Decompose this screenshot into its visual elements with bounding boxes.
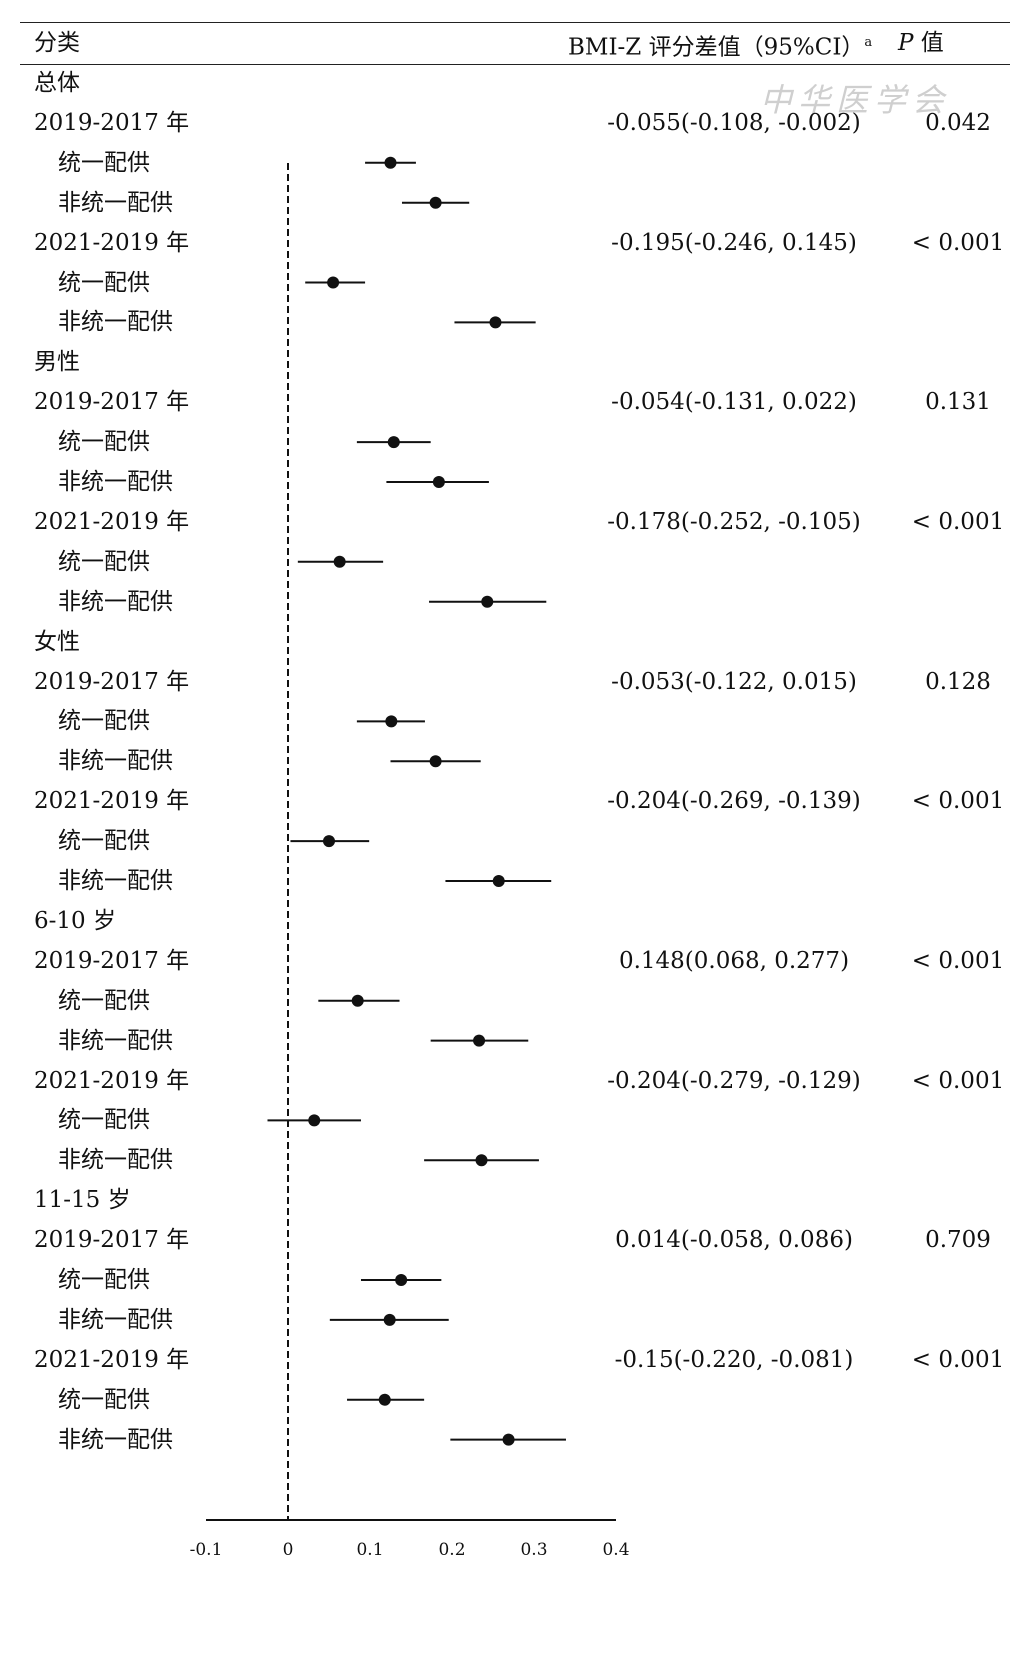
estimate-ci-text: -0.178(-0.252, -0.105): [607, 508, 861, 535]
point-estimate-marker: [327, 276, 340, 289]
period-label: 2021-2019 年: [34, 788, 190, 815]
p-value-text: 0.709: [925, 1227, 991, 1254]
p-value-text: 0.042: [925, 109, 991, 136]
subgroup-label: 非统一配供: [58, 469, 173, 495]
point-estimate-marker: [384, 156, 397, 169]
group-label: 女性: [34, 628, 80, 655]
subgroup-label: 统一配供: [58, 828, 150, 855]
point-estimate-marker: [489, 316, 502, 329]
subgroup-label: 统一配供: [58, 548, 150, 575]
header-estimate-superscript: a: [864, 35, 873, 50]
header-p-suffix: 值: [913, 30, 944, 56]
subgroup-label: 统一配供: [58, 1386, 150, 1413]
header-estimate: BMI-Z 评分差值（95%CI）a: [568, 29, 872, 62]
subgroup-label: 非统一配供: [58, 1027, 173, 1054]
group-label: 总体: [34, 70, 80, 96]
estimate-ci-text: -0.054(-0.131, 0.022): [611, 389, 857, 416]
period-label: 2019-2017 年: [34, 947, 190, 974]
subgroup-label: 非统一配供: [58, 309, 173, 336]
estimate-ci-text: -0.204(-0.269, -0.139): [607, 788, 861, 815]
period-label: 2019-2017 年: [34, 389, 190, 416]
p-value-text: 0.128: [925, 668, 991, 695]
subgroup-label: 统一配供: [58, 429, 150, 456]
point-estimate-marker: [383, 1313, 396, 1326]
point-estimate-marker: [475, 1154, 488, 1167]
subgroup-label: 统一配供: [58, 149, 150, 176]
subgroup-label: 非统一配供: [58, 868, 173, 894]
point-estimate-marker: [385, 715, 398, 728]
period-label: 2019-2017 年: [34, 109, 190, 136]
period-label: 2021-2019 年: [34, 508, 190, 535]
table-top-rule: [20, 22, 1010, 23]
header-estimate-text: BMI-Z 评分差值（95%CI）: [568, 34, 865, 61]
p-value-text: < 0.001: [911, 947, 1005, 974]
estimate-ci-text: -0.204(-0.279, -0.129): [607, 1067, 861, 1094]
watermark: 中华医学会: [760, 81, 951, 119]
point-estimate-marker: [351, 994, 364, 1007]
point-estimate-marker: [502, 1433, 515, 1446]
group-label: 6-10 岁: [34, 907, 116, 934]
point-estimate-marker: [378, 1393, 391, 1406]
subgroup-label: 统一配供: [58, 987, 150, 1014]
header-category: 分类: [34, 30, 80, 56]
estimate-ci-text: -0.053(-0.122, 0.015): [611, 668, 857, 695]
p-value-text: < 0.001: [911, 508, 1005, 535]
point-estimate-marker: [429, 196, 442, 209]
p-value-text: < 0.001: [911, 229, 1005, 256]
header-p-value: P 值: [898, 29, 944, 57]
point-estimate-marker: [473, 1034, 486, 1047]
period-label: 2021-2019 年: [34, 1067, 190, 1094]
group-label: 男性: [34, 349, 80, 376]
x-tick-label: 0.3: [520, 1540, 547, 1560]
p-value-text: < 0.001: [911, 1346, 1005, 1373]
period-label: 2019-2017 年: [34, 668, 190, 695]
estimate-ci-text: -0.195(-0.246, 0.145): [611, 229, 857, 256]
period-label: 2021-2019 年: [34, 1346, 190, 1373]
subgroup-label: 统一配供: [58, 1107, 150, 1134]
group-label: 11-15 岁: [34, 1187, 131, 1214]
header-bottom-rule: [20, 64, 1010, 65]
x-tick-label: 0: [283, 1540, 294, 1560]
x-tick-label: 0.1: [356, 1540, 383, 1560]
subgroup-label: 非统一配供: [58, 1306, 173, 1333]
p-value-text: < 0.001: [911, 1067, 1005, 1094]
x-tick-label: -0.1: [190, 1540, 223, 1560]
period-label: 2019-2017 年: [34, 1227, 190, 1254]
subgroup-label: 非统一配供: [58, 748, 173, 775]
estimate-ci-text: -0.15(-0.220, -0.081): [614, 1346, 854, 1373]
subgroup-label: 非统一配供: [58, 1147, 173, 1174]
subgroup-label: 统一配供: [58, 708, 150, 735]
x-tick-label: 0.4: [602, 1540, 629, 1560]
subgroup-label: 非统一配供: [58, 189, 173, 216]
point-estimate-marker: [429, 755, 442, 768]
point-estimate-marker: [492, 875, 505, 887]
period-label: 2021-2019 年: [34, 229, 190, 256]
point-estimate-marker: [333, 555, 346, 568]
x-tick-label: 0.2: [438, 1540, 465, 1560]
estimate-ci-text: 0.014(-0.058, 0.086): [615, 1227, 853, 1254]
point-estimate-marker: [481, 595, 494, 608]
point-estimate-marker: [395, 1274, 408, 1286]
point-estimate-marker: [387, 436, 400, 449]
estimate-ci-text: 0.148(0.068, 0.277): [618, 947, 850, 974]
subgroup-label: 统一配供: [58, 269, 150, 296]
subgroup-label: 非统一配供: [58, 1426, 173, 1453]
subgroup-label: 统一配供: [58, 1267, 150, 1293]
subgroup-label: 非统一配供: [58, 588, 173, 615]
point-estimate-marker: [323, 835, 335, 848]
p-value-text: < 0.001: [911, 788, 1005, 815]
point-estimate-marker: [432, 476, 445, 488]
header-p-italic: P: [898, 30, 914, 56]
p-value-text: 0.131: [925, 389, 991, 416]
estimate-ci-text: -0.055(-0.108, -0.002): [607, 109, 861, 136]
point-estimate-marker: [308, 1114, 321, 1127]
